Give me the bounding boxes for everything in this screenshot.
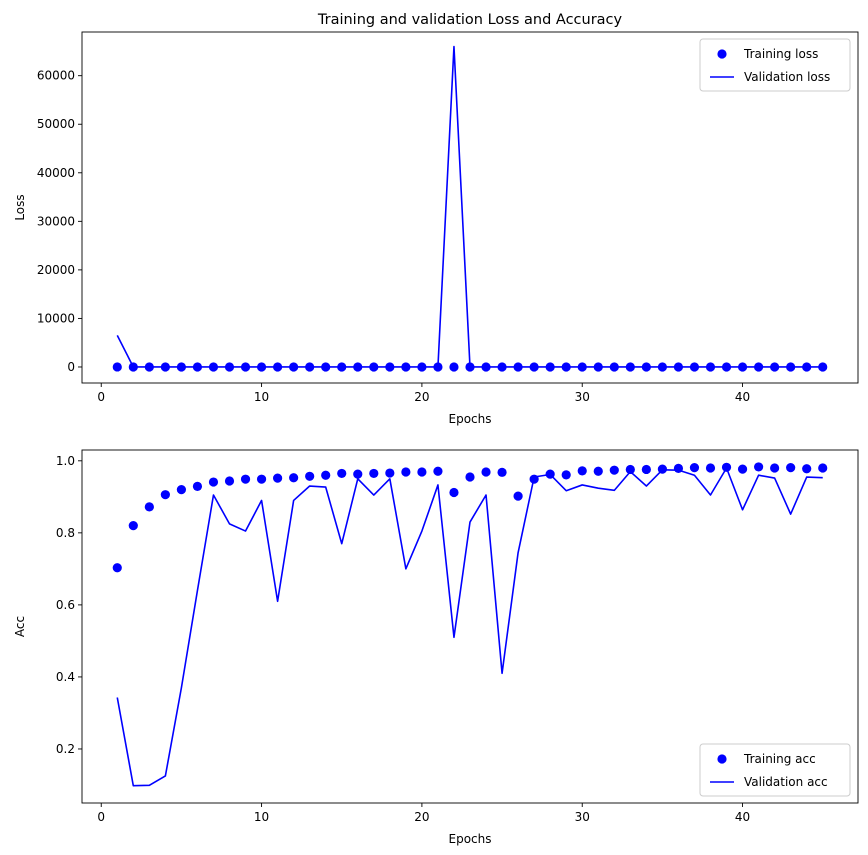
legend-box <box>699 38 851 92</box>
training-acc-point <box>561 470 571 480</box>
legend-marker-training-loss <box>717 49 727 59</box>
y-axis-label: Acc <box>13 616 27 637</box>
training-acc-point <box>753 462 764 472</box>
y-tick-label: 0.2 <box>56 742 75 756</box>
validation-loss-line <box>116 45 823 368</box>
x-tick-label: 10 <box>254 810 269 824</box>
training-acc-point <box>208 477 219 487</box>
x-tick-label: 20 <box>414 390 429 404</box>
training-acc-point <box>192 481 203 491</box>
training-acc-point <box>385 468 395 478</box>
training-acc-point <box>625 464 635 475</box>
y-tick-label: 1.0 <box>56 454 75 468</box>
training-acc-point <box>609 465 619 475</box>
x-tick-label: 20 <box>414 810 429 824</box>
training-acc-point <box>449 487 459 498</box>
training-acc-point <box>786 463 796 473</box>
plot-2: 0 10 20 30 40 0.2 0.4 0.6 0.8 1.0 Epochs Acc Trainin… <box>13 449 859 846</box>
training-acc-point <box>128 521 138 531</box>
chart-title: Training and validation Loss and Accurac… <box>317 12 623 28</box>
training-acc-point <box>770 463 780 473</box>
training-acc-point <box>705 463 716 473</box>
training-acc-point <box>802 464 812 474</box>
x-axis-label: Epochs <box>449 832 492 846</box>
training-acc-point <box>818 463 828 473</box>
y-tick-label: 40000 <box>37 166 75 180</box>
training-loss-point <box>112 362 122 372</box>
training-loss-point <box>449 362 459 372</box>
training-acc-point <box>337 468 347 479</box>
y-tick-label: 60000 <box>37 69 75 83</box>
training-acc-point <box>433 466 443 476</box>
legend-label-validation-acc: Validation acc <box>744 775 828 789</box>
axes-frame <box>81 449 859 804</box>
training-acc-point <box>641 464 651 475</box>
training-acc-point <box>369 468 379 479</box>
training-acc-point <box>256 474 267 484</box>
x-tick-label: 40 <box>735 810 750 824</box>
training-acc-point <box>321 470 331 480</box>
training-acc-point <box>353 469 363 479</box>
y-tick-label: 50000 <box>37 117 75 131</box>
training-acc-point <box>497 467 507 477</box>
training-acc-point <box>112 563 122 573</box>
training-acc-point <box>224 476 235 486</box>
training-acc-point <box>273 473 283 483</box>
legend: Training acc Validation acc <box>699 743 851 797</box>
training-acc-point <box>305 471 315 481</box>
x-tick-label: 30 <box>575 810 590 824</box>
training-acc-point <box>577 466 587 476</box>
x-axis-label: Epochs <box>449 412 492 426</box>
x-tick-label: 0 <box>97 810 105 824</box>
legend-label-validation-loss: Validation loss <box>744 70 830 84</box>
legend-label-training-loss: Training loss <box>743 47 818 61</box>
training-acc-point <box>176 485 187 495</box>
legend-marker-training-acc <box>717 754 727 764</box>
legend-box <box>699 743 851 797</box>
y-tick-label: 0 <box>67 360 75 374</box>
x-tick-label: 30 <box>575 390 590 404</box>
training-acc-point <box>689 463 700 473</box>
training-acc-point <box>513 491 523 501</box>
training-acc-point <box>593 466 603 476</box>
training-acc-point <box>144 502 154 512</box>
training-acc-point <box>465 472 475 482</box>
y-tick-label: 0.8 <box>56 526 75 540</box>
training-acc-point <box>401 467 411 477</box>
y-tick-label: 30000 <box>37 214 75 228</box>
legend-label-training-acc: Training acc <box>743 752 816 766</box>
training-acc-point <box>160 490 170 500</box>
training-acc-point <box>240 474 251 484</box>
x-tick-label: 10 <box>254 390 269 404</box>
legend: Training loss Validation loss <box>699 38 851 92</box>
axes-frame <box>81 31 859 384</box>
training-acc-point <box>481 467 491 477</box>
y-tick-label: 10000 <box>37 311 75 325</box>
plot-area <box>112 462 828 787</box>
training-acc-point <box>737 464 748 474</box>
x-tick-label: 0 <box>97 390 105 404</box>
plot-1: 0 10 20 30 40 0 10000 20000 30000 40000 50000 60000… <box>13 12 859 426</box>
y-tick-label: 20000 <box>37 263 75 277</box>
training-acc-point <box>417 467 427 477</box>
y-tick-label: 0.4 <box>56 670 75 684</box>
training-acc-point <box>289 473 299 483</box>
validation-acc-line <box>116 467 823 787</box>
y-axis-label: Loss <box>13 194 27 220</box>
x-tick-label: 40 <box>735 390 750 404</box>
plot-area <box>112 45 828 372</box>
y-tick-label: 0.6 <box>56 598 75 612</box>
